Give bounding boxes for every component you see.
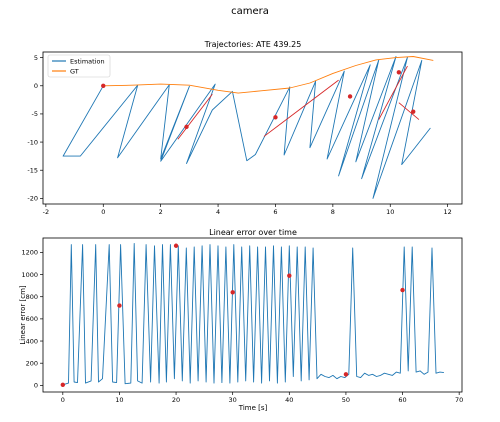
trajectories-marker-point — [347, 94, 353, 99]
trajectories-panel: Trajectories: ATE 439.25 -2 0 2 4 6 8 10 12 -20… — [27, 40, 463, 216]
linear-error-y-tick-label: 400 — [26, 337, 38, 345]
trajectories-y-tick-label: -10 — [27, 138, 38, 146]
trajectories-y-tick-label: 0 — [34, 82, 38, 90]
linear-error-panel: Linear error over time 0 10 20 30 40 50 60 70 0… — [19, 228, 463, 412]
trajectories-error-segment — [177, 93, 213, 140]
linear-error-series-error-line — [62, 243, 444, 386]
linear-error-y-tick-label: 1200 — [21, 249, 38, 257]
linear-error-y-tick-label: 1000 — [21, 271, 38, 279]
trajectories-marker-point — [184, 124, 189, 130]
trajectories-x-tick-label: 12 — [444, 208, 452, 216]
trajectories-markers — [101, 70, 416, 130]
linear-error-ylabel: Linear error [cm] — [19, 285, 27, 345]
trajectories-x-tick-label: 10 — [386, 208, 394, 216]
linear-error-marker-point — [117, 303, 122, 308]
linear-error-marker-point — [173, 243, 179, 248]
trajectories-axes-frame — [42, 51, 463, 205]
trajectories-lines — [62, 56, 434, 199]
trajectories-y-tick-label: 5 — [34, 54, 38, 62]
linear-error-title: Linear error over time — [209, 228, 297, 237]
trajectories-y-tick-label: -15 — [27, 167, 38, 175]
trajectories-marker-point — [396, 70, 402, 75]
linear-error-y-tick-label: 600 — [26, 315, 38, 323]
trajectories-series-gt-line — [103, 56, 434, 94]
linear-error-y-tick-label: 0 — [34, 382, 38, 390]
legend-gt-label: GT — [70, 68, 79, 76]
trajectories-x-tick-label: 2 — [159, 208, 163, 216]
linear-error-marker-point — [230, 290, 235, 295]
trajectories-y-tick-label: -20 — [27, 195, 38, 203]
figure-suptitle: camera — [231, 6, 269, 17]
trajectories-x-tick-label: 6 — [273, 208, 277, 216]
linear-error-marker-point — [400, 287, 405, 293]
trajectories-legend: Estimation GT — [47, 54, 111, 78]
trajectories-x-tick-label: 0 — [101, 208, 105, 216]
linear-error-marker-point — [287, 273, 292, 278]
trajectories-marker-point — [411, 109, 416, 114]
linear-error-x-tick-label: 10 — [115, 396, 123, 404]
trajectories-x-tick-label: 8 — [331, 208, 335, 216]
trajectories-error-segment — [378, 65, 408, 120]
linear-error-markers — [60, 243, 405, 387]
trajectories-error-segment — [263, 79, 339, 137]
linear-error-y-tick-label: 200 — [26, 359, 38, 367]
linear-error-x-ticks: 0 10 20 30 40 50 60 70 — [61, 392, 463, 404]
trajectories-y-ticks: -20 -15 -10 -5 0 5 — [27, 54, 43, 203]
linear-error-axes-frame — [42, 237, 463, 393]
linear-error-y-ticks: 0 200 400 600 800 1000 1200 — [21, 249, 43, 390]
linear-error-marker-point — [60, 382, 66, 387]
trajectories-x-ticks: -2 0 2 4 6 8 10 12 — [43, 204, 452, 216]
linear-error-x-tick-label: 0 — [61, 396, 65, 404]
trajectories-error-segment — [398, 102, 420, 120]
linear-error-marker-point — [343, 372, 349, 377]
linear-error-x-tick-label: 70 — [455, 396, 463, 404]
linear-error-x-tick-label: 30 — [229, 396, 237, 404]
trajectories-marker-point — [101, 83, 106, 88]
legend-estimation-label: Estimation — [70, 58, 105, 66]
trajectories-title: Trajectories: ATE 439.25 — [204, 40, 302, 49]
trajectories-series-estimation-line — [62, 56, 431, 199]
linear-error-x-tick-label: 60 — [398, 396, 406, 404]
trajectories-y-tick-label: -5 — [32, 110, 38, 118]
trajectories-marker-point — [273, 115, 278, 120]
linear-error-x-tick-label: 40 — [285, 396, 293, 404]
trajectories-x-tick-label: 4 — [216, 208, 220, 216]
linear-error-y-tick-label: 800 — [26, 293, 38, 301]
linear-error-x-tick-label: 20 — [172, 396, 180, 404]
trajectories-x-tick-label: -2 — [43, 208, 49, 216]
linear-error-lines — [62, 243, 444, 386]
linear-error-xlabel: Time [s] — [238, 404, 268, 412]
linear-error-x-tick-label: 50 — [342, 396, 350, 404]
